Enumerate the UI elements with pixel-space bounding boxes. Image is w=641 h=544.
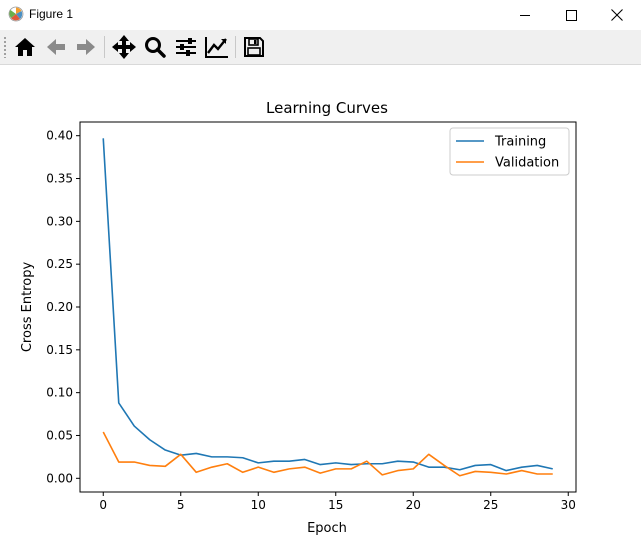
sliders-icon xyxy=(176,38,196,56)
x-axis-label: Epoch xyxy=(307,521,347,536)
x-tick-label: 30 xyxy=(561,498,576,512)
figure-canvas[interactable]: Learning Curves 0 5 10 15 20 25 30 0.00 0.05 0.10… xyxy=(0,65,641,544)
legend-box xyxy=(449,127,570,176)
tick-group: 0 5 10 15 20 25 30 0.00 0.05 0.10 0.15 0.20 0.25 0.30… xyxy=(46,129,576,512)
configure-subplots-button[interactable] xyxy=(172,33,200,61)
edit-axis-button[interactable] xyxy=(203,33,231,61)
x-tick-label: 5 xyxy=(177,498,185,512)
pan-button[interactable] xyxy=(110,33,138,61)
floppy-disk-icon xyxy=(244,37,264,57)
maximize-button[interactable] xyxy=(548,0,594,30)
x-tick-label: 20 xyxy=(406,498,421,512)
line-chart-icon xyxy=(205,37,228,58)
y-tick-label: 0.40 xyxy=(46,129,73,143)
legend: Training Validation xyxy=(449,127,570,176)
y-tick-label: 0.00 xyxy=(46,471,73,485)
window-title: Figure 1 xyxy=(29,7,74,21)
y-tick-label: 0.05 xyxy=(46,428,73,442)
chart-title: Learning Curves xyxy=(266,99,388,117)
back-button[interactable] xyxy=(42,33,70,61)
move-arrows-icon xyxy=(112,35,136,59)
toolbar-grip[interactable] xyxy=(3,36,7,58)
minimize-button[interactable] xyxy=(502,0,548,30)
window-titlebar: Figure 1 xyxy=(0,0,641,30)
y-tick-label: 0.10 xyxy=(46,386,73,400)
y-tick-label: 0.30 xyxy=(46,214,73,228)
forward-button[interactable] xyxy=(72,33,100,61)
minimize-icon xyxy=(520,15,530,16)
legend-label-training: Training xyxy=(494,135,546,150)
x-tick-label: 0 xyxy=(99,498,107,512)
navigation-toolbar xyxy=(0,30,641,65)
series-line-training xyxy=(102,138,553,472)
y-tick-label: 0.25 xyxy=(46,257,73,271)
y-axis-label: Cross Entropy xyxy=(20,262,35,353)
x-tick-label: 15 xyxy=(328,498,343,512)
plot-area-frame xyxy=(79,121,577,493)
arrow-right-icon xyxy=(77,39,95,55)
arrow-left-icon xyxy=(47,39,65,55)
x-tick-label: 10 xyxy=(251,498,266,512)
x-tick-label: 25 xyxy=(483,498,498,512)
zoom-button[interactable] xyxy=(141,33,169,61)
home-button[interactable] xyxy=(11,33,39,61)
close-button[interactable] xyxy=(594,0,640,30)
y-tick-label: 0.35 xyxy=(46,172,73,186)
save-button[interactable] xyxy=(240,33,268,61)
toolbar-separator xyxy=(104,36,105,58)
series-lines xyxy=(102,138,553,477)
y-tick-label: 0.15 xyxy=(46,343,73,357)
matplotlib-logo-icon xyxy=(8,6,24,22)
toolbar-separator xyxy=(235,36,236,58)
close-icon xyxy=(611,9,623,21)
home-icon xyxy=(15,38,35,56)
magnifier-icon xyxy=(145,37,166,58)
maximize-icon xyxy=(565,9,577,21)
legend-label-validation: Validation xyxy=(495,156,559,171)
series-line-validation xyxy=(102,431,553,477)
y-tick-label: 0.20 xyxy=(46,300,73,314)
